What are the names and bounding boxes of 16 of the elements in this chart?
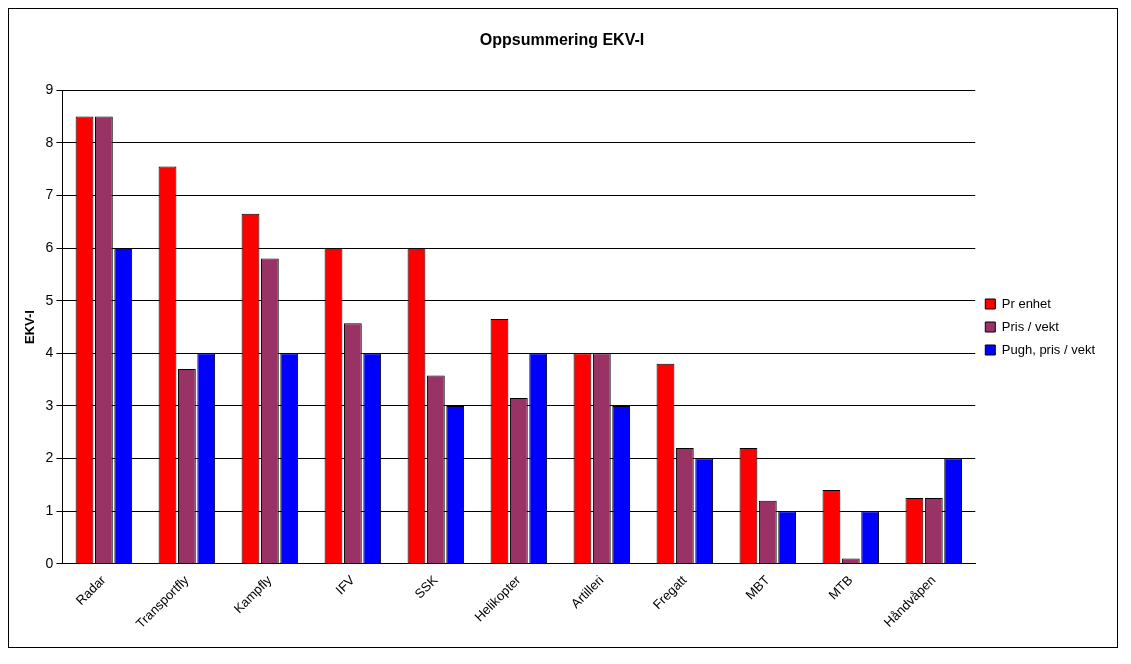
y-tick-label: 2	[45, 449, 54, 466]
legend-label: Pr enhet	[1001, 295, 1052, 311]
y-tick-label: 8	[45, 133, 54, 150]
y-tick-label: 1	[45, 502, 54, 519]
y-tick-label: 3	[45, 396, 54, 413]
legend-label: Pugh, pris / vekt	[1001, 341, 1096, 357]
y-tick-label: 6	[45, 238, 54, 255]
legend-label: Pris / vekt	[1001, 318, 1060, 334]
y-tick-label: 7	[45, 186, 54, 203]
y-axis-title: EKV-I	[22, 310, 38, 344]
chart-title: Oppsummering EKV-I	[479, 31, 645, 49]
x-tick-label: IFV	[332, 572, 358, 598]
y-tick-label: 4	[45, 344, 54, 361]
y-tick-label: 9	[45, 81, 54, 98]
y-tick-label: 0	[45, 554, 54, 571]
y-tick-label: 5	[45, 291, 54, 308]
